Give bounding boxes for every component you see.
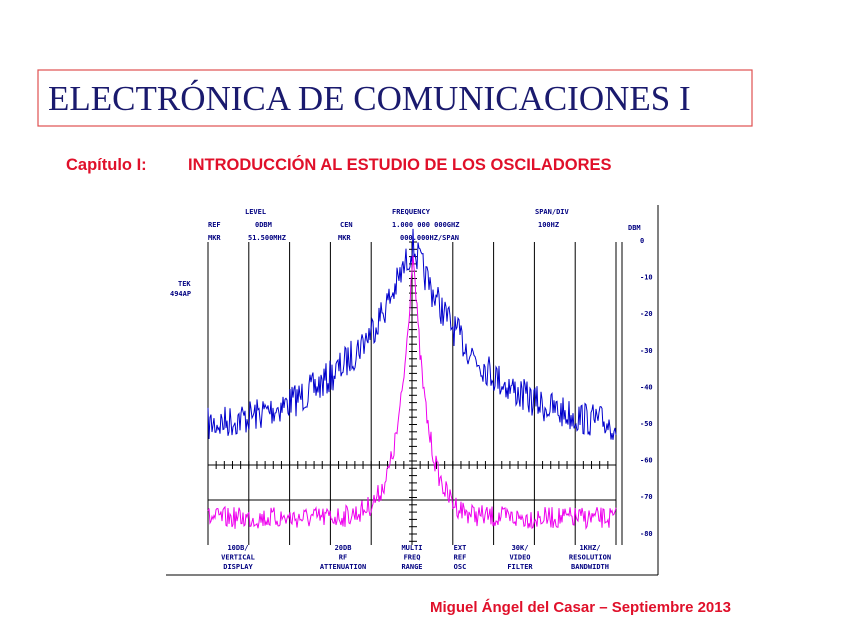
control-name: VERTICAL (221, 554, 255, 562)
chapter-title: INTRODUCCIÓN AL ESTUDIO DE LOS OSCILADOR… (188, 155, 612, 174)
scale-label: -30 (640, 347, 653, 355)
readout: MKR (208, 234, 221, 242)
control-setting: 20DB (335, 544, 352, 552)
readout: CEN (340, 221, 353, 229)
control-setting: EXT (454, 544, 467, 552)
control-setting: MULTI (401, 544, 422, 552)
readout: LEVEL (245, 208, 266, 216)
control-setting: 10DB/ (227, 544, 248, 552)
readout: REF (208, 221, 221, 229)
scale-label: -70 (640, 493, 653, 501)
readout: MKR (338, 234, 351, 242)
readout: 51.500MHZ (248, 234, 286, 242)
scale-label: 0 (640, 237, 644, 245)
control-setting: 1KHZ/ (579, 544, 600, 552)
readout: SPAN/DIV (535, 208, 570, 216)
control-name: RF (339, 554, 347, 562)
title: ELECTRÓNICA DE COMUNICACIONES I (48, 78, 691, 118)
scale-label: -80 (640, 530, 653, 538)
readout: 1.000 000 000GHZ (392, 221, 459, 229)
control-name: REF (454, 554, 467, 562)
control-name: FREQ (404, 554, 421, 562)
scale-label: -60 (640, 457, 653, 465)
control-sub: BANDWIDTH (571, 563, 609, 571)
readout: DBM (628, 224, 641, 232)
title-box (37, 69, 753, 127)
footer: Miguel Ángel del Casar – Septiembre 2013 (430, 599, 731, 616)
control-name: VIDEO (509, 554, 530, 562)
scale-label: -40 (640, 383, 653, 391)
control-sub: ATTENUATION (320, 563, 366, 571)
scale-label: -10 (640, 274, 653, 282)
scale-label: -20 (640, 310, 653, 318)
trace (207, 255, 617, 531)
trace (207, 228, 617, 440)
control-sub: RANGE (401, 563, 422, 571)
readout: 000.000HZ/SPAN (400, 234, 459, 242)
control-name: RESOLUTION (569, 554, 611, 562)
control-sub: DISPLAY (223, 563, 253, 571)
control-sub: FILTER (507, 563, 533, 571)
scale-label: -50 (640, 420, 653, 428)
readout: 0DBM (255, 221, 272, 229)
control-setting: 30K/ (512, 544, 529, 552)
readout: FREQUENCY (392, 208, 431, 216)
readout: 100HZ (538, 221, 559, 229)
model-label: TEK (178, 280, 191, 288)
control-sub: OSC (454, 563, 467, 571)
model-label: 494AP (170, 290, 191, 298)
chapter-label: Capítulo I: (66, 156, 147, 174)
